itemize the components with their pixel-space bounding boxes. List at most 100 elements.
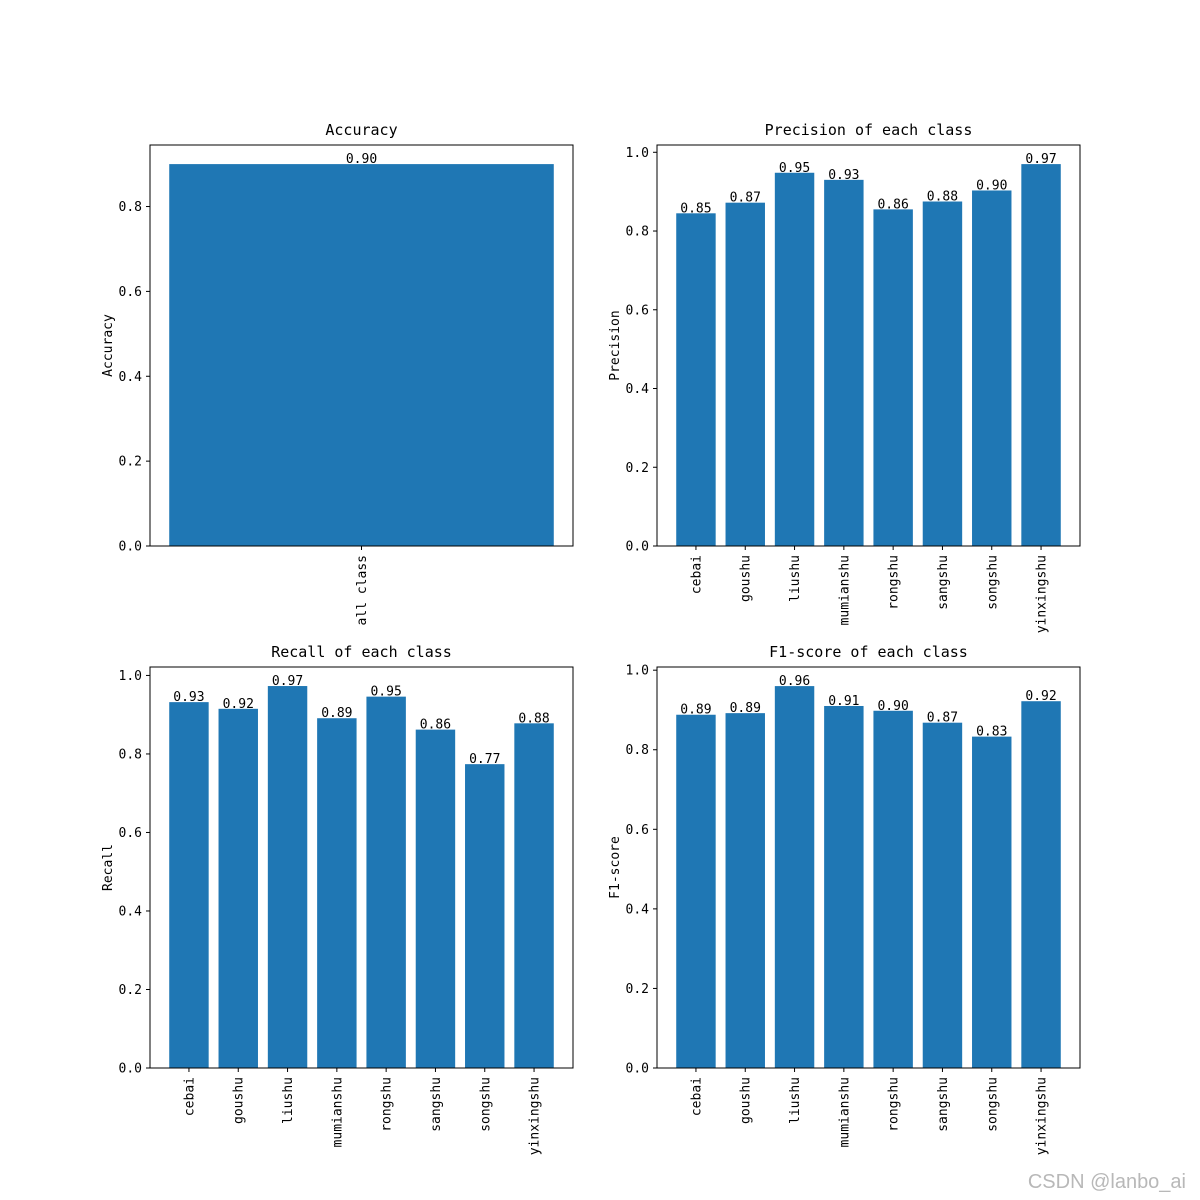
y-tick-label: 0.6: [626, 303, 649, 318]
bar-yinxingshu: [514, 723, 554, 1068]
y-tick-label: 0.6: [119, 826, 142, 841]
y-axis-label: Precision: [608, 310, 623, 380]
bar-all-class: [169, 164, 554, 546]
chart-title: Precision of each class: [765, 121, 973, 139]
y-tick-label: 0.2: [119, 455, 142, 470]
x-tick-label: yinxingshu: [1035, 555, 1050, 633]
x-tick-label: goushu: [232, 1077, 247, 1124]
x-tick-label: all class: [355, 555, 370, 625]
x-tick-label: mumianshu: [837, 1077, 852, 1147]
bar-value-label: 0.86: [420, 718, 451, 733]
y-axis-label: Accuracy: [101, 314, 116, 377]
y-tick-label: 0.8: [119, 747, 142, 762]
bar-mumianshu: [317, 718, 357, 1068]
chart-panel-1: 0.90 0.0 0.2 0.4 0.6 0.8 all class Accuracy Accu…: [101, 121, 574, 625]
bar-goushu: [725, 202, 765, 546]
bar-value-label: 0.87: [730, 191, 761, 206]
y-tick-label: 0.4: [626, 902, 650, 917]
y-tick-label: 0.6: [626, 823, 649, 838]
x-tick-label: cebai: [689, 1077, 704, 1116]
bar-songshu: [972, 190, 1012, 546]
bar-value-label: 0.95: [370, 685, 401, 700]
x-tick-label: songshu: [985, 1077, 1000, 1132]
x-tick-label: goushu: [739, 1077, 754, 1124]
bar-value-label: 0.83: [976, 725, 1007, 740]
bar-value-label: 0.89: [730, 701, 761, 716]
x-tick-label: yinxingshu: [528, 1077, 543, 1155]
axes-frame: [656, 666, 1081, 1069]
y-tick-label: 1.0: [119, 669, 142, 684]
bar-value-label: 0.93: [173, 690, 204, 705]
bar-rongshu: [366, 696, 406, 1068]
y-axis-label: Recall: [101, 844, 116, 891]
x-tick-label: rongshu: [380, 1077, 395, 1132]
bar-value-label: 0.91: [828, 694, 859, 709]
bar-value-label: 0.88: [518, 711, 549, 726]
bar-value-label: 0.88: [927, 190, 958, 205]
bar-cebai: [676, 213, 716, 546]
y-tick-label: 0.2: [119, 983, 142, 998]
x-tick-label: mumianshu: [837, 555, 852, 625]
watermark: CSDN @lanbo_ai: [1027, 1171, 1186, 1193]
x-tick-label: mumianshu: [330, 1077, 345, 1147]
bar-songshu: [465, 764, 505, 1068]
bar-liushu: [267, 686, 308, 1068]
y-tick-label: 0.0: [119, 1062, 142, 1077]
bar-rongshu: [873, 209, 913, 546]
x-tick-label: liushu: [788, 1077, 803, 1124]
bar-value-label: 0.95: [779, 161, 810, 176]
axes-frame: [149, 666, 574, 1069]
bar-value-label: 0.90: [346, 152, 377, 167]
chart-panel-4: 0.89 0.89 0.96 0.91 0.90 0.87 0.83 0.92 0.0 0.2 0.…: [608, 643, 1081, 1155]
bar-sangshu: [922, 722, 963, 1068]
bar-liushu: [774, 172, 815, 546]
chart-title: Recall of each class: [271, 643, 452, 661]
y-tick-label: 0.2: [626, 461, 649, 476]
bar-value-label: 0.92: [223, 697, 254, 712]
y-tick-label: 0.0: [119, 540, 142, 555]
x-tick-label: sangshu: [936, 1077, 951, 1132]
x-tick-label: sangshu: [429, 1077, 444, 1132]
bar-cebai: [676, 714, 716, 1068]
bar-value-label: 0.90: [976, 178, 1007, 193]
x-tick-label: liushu: [281, 1077, 296, 1124]
bar-value-label: 0.87: [927, 711, 958, 726]
bar-cebai: [169, 702, 209, 1068]
bar-value-label: 0.92: [1025, 689, 1056, 704]
chart-panel-3: 0.93 0.92 0.97 0.89 0.95 0.86 0.77 0.88 0.0 0.2 0.…: [101, 643, 574, 1155]
bar-rongshu: [873, 710, 913, 1068]
y-tick-label: 1.0: [626, 146, 649, 161]
bar-value-label: 0.97: [272, 674, 303, 689]
bar-value-label: 0.86: [877, 197, 908, 212]
bar-sangshu: [415, 729, 456, 1068]
y-tick-label: 0.4: [119, 370, 143, 385]
bar-songshu: [972, 736, 1012, 1068]
chart-title: Accuracy: [325, 121, 397, 139]
bar-value-label: 0.90: [877, 699, 908, 714]
bar-value-label: 0.93: [828, 168, 859, 183]
y-tick-label: 0.8: [119, 200, 142, 215]
bar-liushu: [774, 686, 815, 1068]
axes-frame: [656, 144, 1081, 547]
y-axis-label: F1-score: [608, 836, 623, 899]
bar-goushu: [218, 708, 258, 1068]
bar-sangshu: [922, 201, 963, 546]
x-tick-label: goushu: [739, 555, 754, 602]
y-tick-label: 0.8: [626, 225, 649, 240]
x-tick-label: songshu: [478, 1077, 493, 1132]
bar-value-label: 0.85: [680, 201, 711, 216]
x-tick-label: yinxingshu: [1035, 1077, 1050, 1155]
y-tick-label: 0.8: [626, 743, 649, 758]
y-tick-label: 0.0: [626, 540, 649, 555]
x-tick-label: liushu: [788, 555, 803, 602]
x-tick-label: rongshu: [887, 555, 902, 610]
y-tick-label: 0.2: [626, 982, 649, 997]
y-tick-label: 0.4: [119, 904, 143, 919]
bar-mumianshu: [824, 179, 864, 546]
chart-panel-2: 0.85 0.87 0.95 0.93 0.86 0.88 0.90 0.97 0.0 0.2 0.…: [608, 121, 1081, 633]
x-tick-label: cebai: [689, 555, 704, 594]
bar-value-label: 0.89: [680, 703, 711, 718]
bar-yinxingshu: [1021, 164, 1061, 546]
bar-yinxingshu: [1021, 701, 1061, 1068]
